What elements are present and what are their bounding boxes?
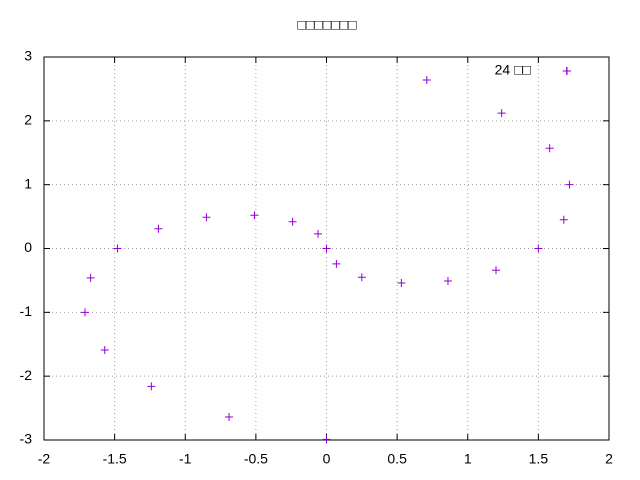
point bbox=[492, 266, 500, 275]
x-tick-label: -1.5 bbox=[103, 451, 127, 467]
point bbox=[332, 259, 341, 268]
point bbox=[250, 211, 259, 220]
x-tick-label: -1 bbox=[179, 451, 192, 467]
legend-label: 24 □□ bbox=[495, 62, 532, 78]
point bbox=[397, 278, 406, 287]
point bbox=[86, 273, 95, 282]
point bbox=[559, 215, 568, 224]
point bbox=[534, 244, 543, 253]
point bbox=[322, 244, 331, 253]
y-tick-label: -1 bbox=[20, 303, 33, 319]
x-tick-label: 1.5 bbox=[529, 451, 549, 467]
y-tick-label: 3 bbox=[24, 48, 32, 64]
point bbox=[443, 277, 452, 286]
y-tick-label: -2 bbox=[20, 367, 33, 383]
point bbox=[288, 217, 297, 226]
legend-marker bbox=[563, 67, 571, 75]
x-tick-label: 1 bbox=[464, 451, 472, 467]
point bbox=[80, 308, 89, 317]
point bbox=[100, 345, 109, 354]
point bbox=[225, 413, 234, 422]
y-tick-label: 0 bbox=[24, 239, 32, 255]
point bbox=[113, 244, 122, 253]
point bbox=[565, 180, 574, 189]
point bbox=[422, 75, 431, 84]
chart-title: □□□□□□□ bbox=[297, 17, 357, 33]
y-tick-label: -3 bbox=[20, 431, 33, 447]
x-tick-label: -2 bbox=[38, 451, 51, 467]
point bbox=[147, 382, 156, 391]
point bbox=[357, 273, 366, 282]
x-tick-label: 2 bbox=[605, 451, 613, 467]
y-tick-label: 2 bbox=[24, 112, 32, 128]
x-tick-label: 0.5 bbox=[387, 451, 407, 467]
point bbox=[202, 213, 211, 222]
point bbox=[322, 435, 331, 444]
x-tick-label: 0 bbox=[323, 451, 331, 467]
point bbox=[154, 224, 163, 233]
point bbox=[497, 109, 506, 118]
point bbox=[314, 229, 323, 238]
point bbox=[545, 144, 554, 153]
y-tick-label: 1 bbox=[24, 175, 32, 191]
x-tick-label: -0.5 bbox=[244, 451, 268, 467]
